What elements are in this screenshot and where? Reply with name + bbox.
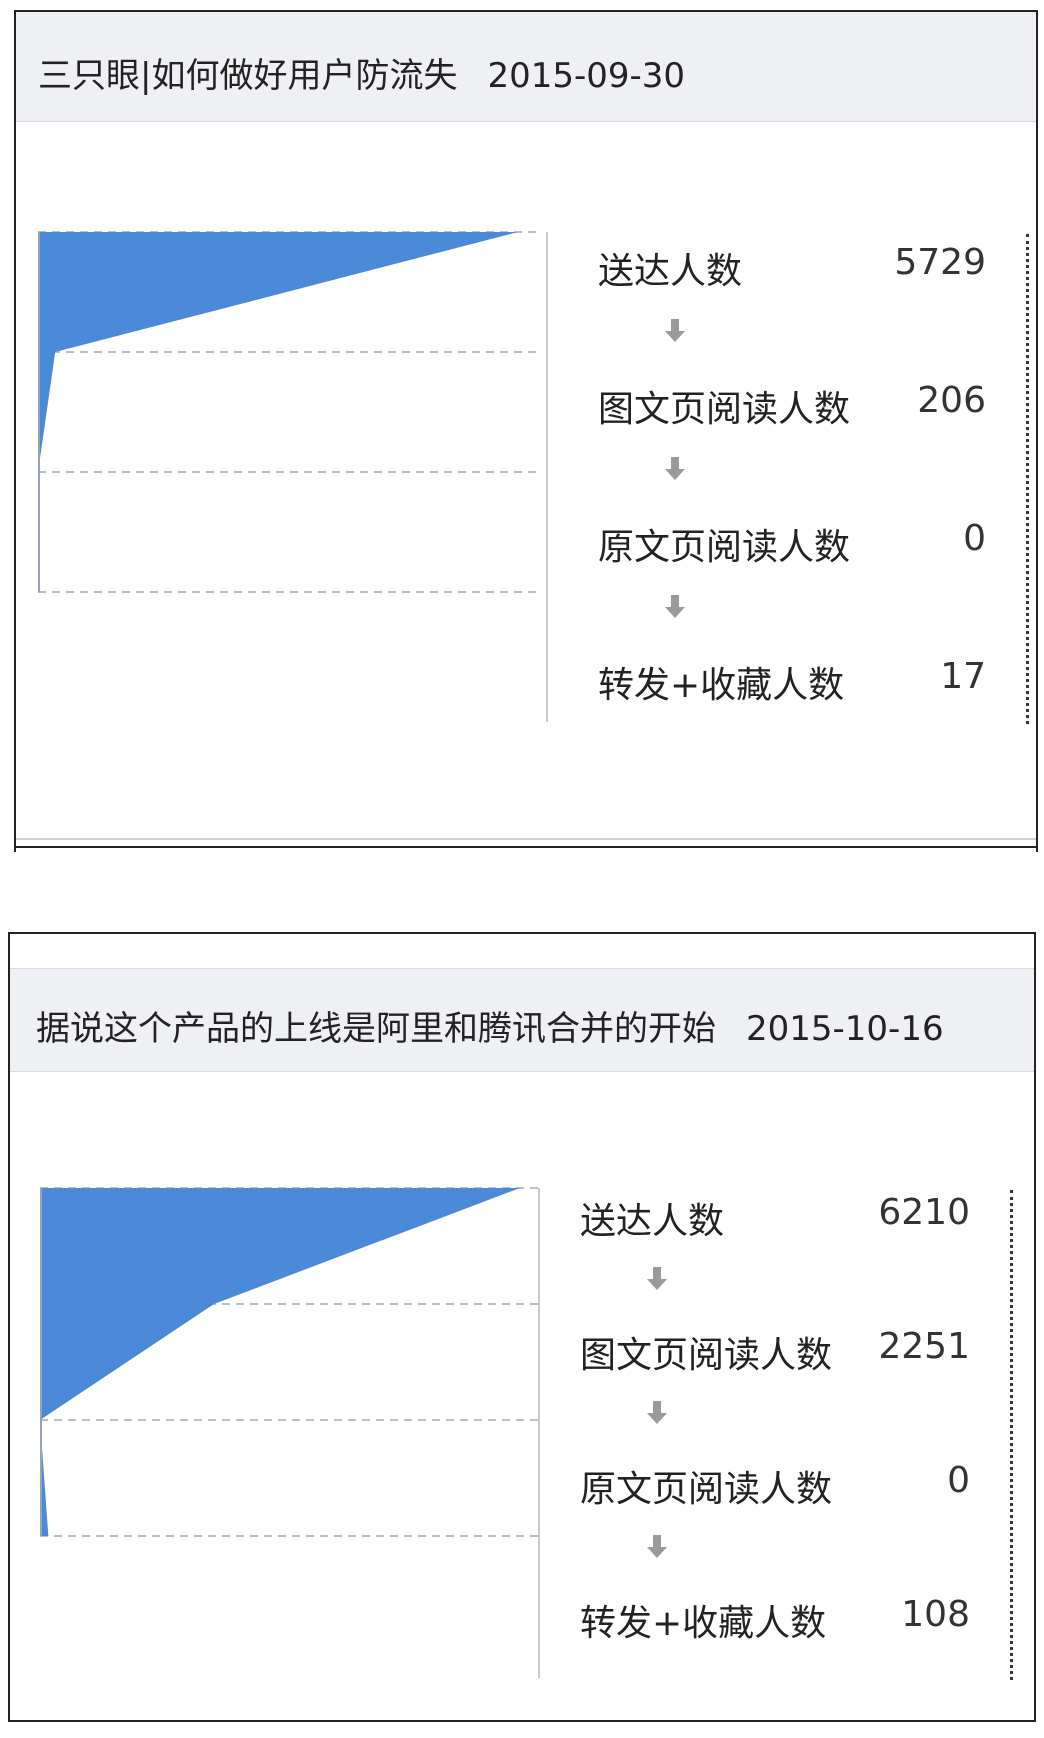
funnel-segment-2 — [40, 1304, 214, 1420]
step-label: 原文页阅读人数 — [598, 527, 851, 568]
step-label: 图文页阅读人数 — [598, 389, 851, 430]
card-bottom-rule — [16, 838, 1036, 840]
step-label: 送达人数 — [598, 251, 743, 292]
step-label: 图文页阅读人数 — [580, 1335, 833, 1376]
step-label: 转发+收藏人数 — [598, 665, 845, 706]
funnel-steps: 送达人数 5729 图文页阅读人数 206 原文页阅读人数 0 转发+收藏人数 17 — [16, 12, 1040, 854]
step-value: 2251 — [878, 1326, 970, 1367]
step-value: 17 — [940, 656, 986, 697]
down-arrow-icon — [665, 319, 685, 342]
down-arrow-icon — [647, 1267, 667, 1290]
chart-divider — [546, 232, 548, 722]
step-label: 转发+收藏人数 — [580, 1603, 827, 1644]
article-title-text: 据说这个产品的上线是阿里和腾讯合并的开始 — [36, 1009, 716, 1049]
card-1-bottom-border — [14, 846, 1038, 848]
article-title-text: 三只眼|如何做好用户防流失 — [38, 56, 458, 96]
step-label: 送达人数 — [580, 1201, 725, 1242]
stats-card-2: 据说这个产品的上线是阿里和腾讯合并的开始 2015-10-16 送达人数 6210 图… — [8, 932, 1036, 1722]
card-header: 据说这个产品的上线是阿里和腾讯合并的开始 2015-10-16 — [10, 968, 1034, 1072]
chart-divider — [538, 1188, 540, 1678]
down-arrow-icon — [665, 457, 685, 480]
funnel-segment-1 — [38, 232, 518, 352]
article-date: 2015-10-16 — [746, 1009, 944, 1049]
funnel-chart — [40, 1187, 540, 1537]
step-value: 108 — [901, 1594, 970, 1635]
dotted-divider — [1026, 234, 1029, 724]
step-value: 206 — [917, 380, 986, 421]
step-value: 6210 — [878, 1192, 970, 1233]
step-label: 原文页阅读人数 — [580, 1469, 833, 1510]
article-title[interactable]: 三只眼|如何做好用户防流失 2015-09-30 — [38, 48, 685, 97]
funnel-chart — [38, 231, 538, 593]
down-arrow-icon — [665, 595, 685, 618]
funnel-steps: 送达人数 6210 图文页阅读人数 2251 原文页阅读人数 0 转发+收藏人数 108 — [10, 934, 1038, 1724]
step-value: 0 — [947, 1460, 970, 1501]
funnel-segment-3 — [40, 1420, 49, 1536]
down-arrow-icon — [647, 1401, 667, 1424]
down-arrow-icon — [647, 1535, 667, 1558]
dotted-divider — [1010, 1190, 1013, 1680]
article-date: 2015-09-30 — [487, 56, 686, 96]
article-title[interactable]: 据说这个产品的上线是阿里和腾讯合并的开始 2015-10-16 — [36, 1001, 944, 1050]
funnel-segment-1 — [40, 1188, 520, 1304]
step-value: 5729 — [894, 242, 986, 283]
card-header: 三只眼|如何做好用户防流失 2015-09-30 — [16, 12, 1036, 122]
step-value: 0 — [963, 518, 986, 559]
stats-card-1: 三只眼|如何做好用户防流失 2015-09-30 送达人数 5729 图文页阅读人数 2… — [14, 10, 1038, 852]
